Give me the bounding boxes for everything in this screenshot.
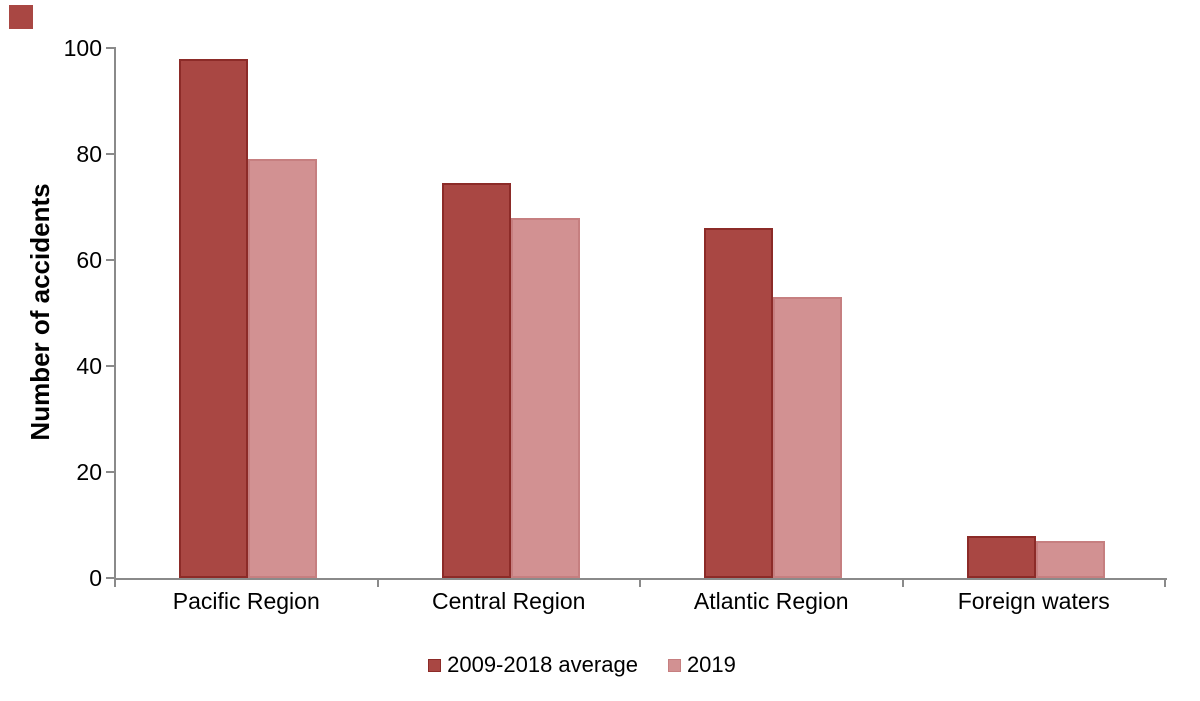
y-tick-label: 20 [76, 459, 102, 485]
bar-2019-pacific-region [248, 159, 318, 578]
legend-item-2009-2018-average: 2009-2018 average [428, 654, 638, 676]
y-tick-mark [106, 577, 115, 579]
x-tick-mark [376, 578, 379, 587]
y-tick-label: 100 [63, 35, 102, 61]
x-tick-mark [114, 578, 116, 587]
bar-2019-atlantic-region [773, 297, 843, 578]
x-tick-mark [639, 578, 641, 587]
y-tick-mark [106, 365, 115, 367]
legend-swatch-2019 [667, 658, 681, 672]
legend-label-2009-2018-average: 2009-2018 average [447, 652, 638, 677]
legend-label-2019: 2019 [686, 652, 736, 677]
bar-2009-2018-average-central-region [441, 183, 511, 578]
y-tick-mark [106, 259, 115, 261]
bar-2009-2018-average-pacific-region [179, 58, 249, 578]
y-tick-mark [106, 153, 115, 155]
y-tick-label: 0 [89, 565, 102, 591]
y-tick-mark [106, 471, 115, 473]
y-axis-line [114, 47, 116, 580]
corner-marker [9, 5, 33, 29]
legend: 2009-2018 average 2019 [0, 650, 1164, 680]
legend-swatch-2009-2018-average [428, 658, 442, 672]
bar-2019-foreign-waters [1035, 540, 1105, 578]
category-label-foreign-waters: Foreign waters [957, 588, 1110, 614]
bar-2009-2018-average-atlantic-region [704, 228, 774, 578]
y-tick-label: 60 [76, 247, 102, 273]
y-tick-mark [106, 47, 115, 49]
category-label-atlantic-region: Atlantic Region [693, 588, 849, 614]
category-label-central-region: Central Region [432, 588, 586, 614]
bar-2019-central-region [510, 217, 580, 578]
x-tick-mark [1164, 578, 1166, 587]
bar-2009-2018-average-foreign-waters [966, 535, 1036, 578]
x-tick-mark [901, 578, 904, 587]
category-label-pacific-region: Pacific Region [172, 588, 320, 614]
y-tick-label: 40 [76, 353, 102, 379]
y-tick-label: 80 [76, 141, 102, 167]
y-axis-title: Number of accidents [25, 183, 55, 441]
legend-item-2019: 2019 [667, 652, 736, 677]
